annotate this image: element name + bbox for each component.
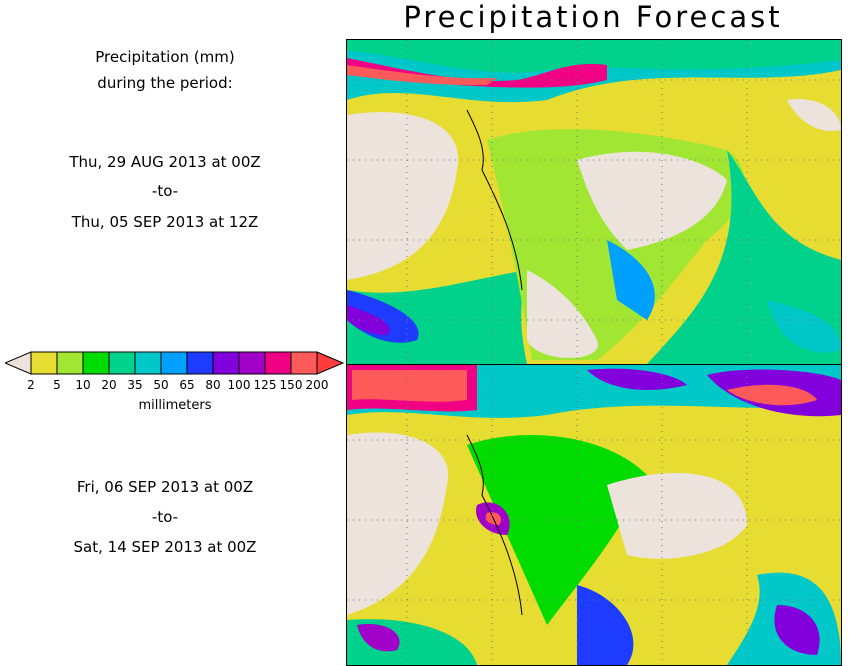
legend-swatch <box>238 351 266 375</box>
legend-tick: 20 <box>101 378 117 392</box>
map-panel-period-1 <box>346 39 842 365</box>
period-2-sep: -to- <box>151 508 179 526</box>
period-1-sep: -to- <box>151 182 179 200</box>
legend-swatch <box>212 351 240 375</box>
legend-tick: 10 <box>75 378 91 392</box>
legend-swatch <box>82 351 110 375</box>
legend-tick: 35 <box>127 378 143 392</box>
legend-tick: 5 <box>53 378 61 392</box>
legend-tick: 150 <box>279 378 303 392</box>
legend-tick: 2 <box>27 378 35 392</box>
description-line-2: during the period: <box>97 74 233 92</box>
legend-tick: 50 <box>153 378 169 392</box>
period-1-start: Thu, 29 AUG 2013 at 00Z <box>69 153 261 171</box>
legend-above-arrow <box>316 351 345 375</box>
legend-unit: millimeters <box>138 398 212 413</box>
period-1-end: Thu, 05 SEP 2013 at 12Z <box>71 213 259 231</box>
legend-swatch <box>108 351 136 375</box>
precip-map-2 <box>347 365 841 665</box>
legend-swatch <box>290 351 318 375</box>
legend-below-arrow <box>5 351 32 375</box>
legend-tick: 200 <box>305 378 329 392</box>
legend-swatch <box>30 351 58 375</box>
map-title: Precipitation Forecast <box>403 0 783 34</box>
period-2-end: Sat, 14 SEP 2013 at 00Z <box>73 538 257 556</box>
precip-map-1 <box>347 40 841 364</box>
legend-tick: 125 <box>253 378 277 392</box>
legend-swatch <box>264 351 292 375</box>
legend-swatch <box>186 351 214 375</box>
legend-tick: 80 <box>205 378 221 392</box>
legend-swatch <box>134 351 162 375</box>
period-2-start: Fri, 06 SEP 2013 at 00Z <box>76 478 254 496</box>
legend-swatch <box>160 351 188 375</box>
description-line-1: Precipitation (mm) <box>95 48 235 66</box>
map-panel-period-2 <box>346 364 842 666</box>
legend-swatch <box>56 351 84 375</box>
color-legend <box>5 351 345 375</box>
legend-tick: 65 <box>179 378 195 392</box>
legend-tick: 100 <box>227 378 251 392</box>
